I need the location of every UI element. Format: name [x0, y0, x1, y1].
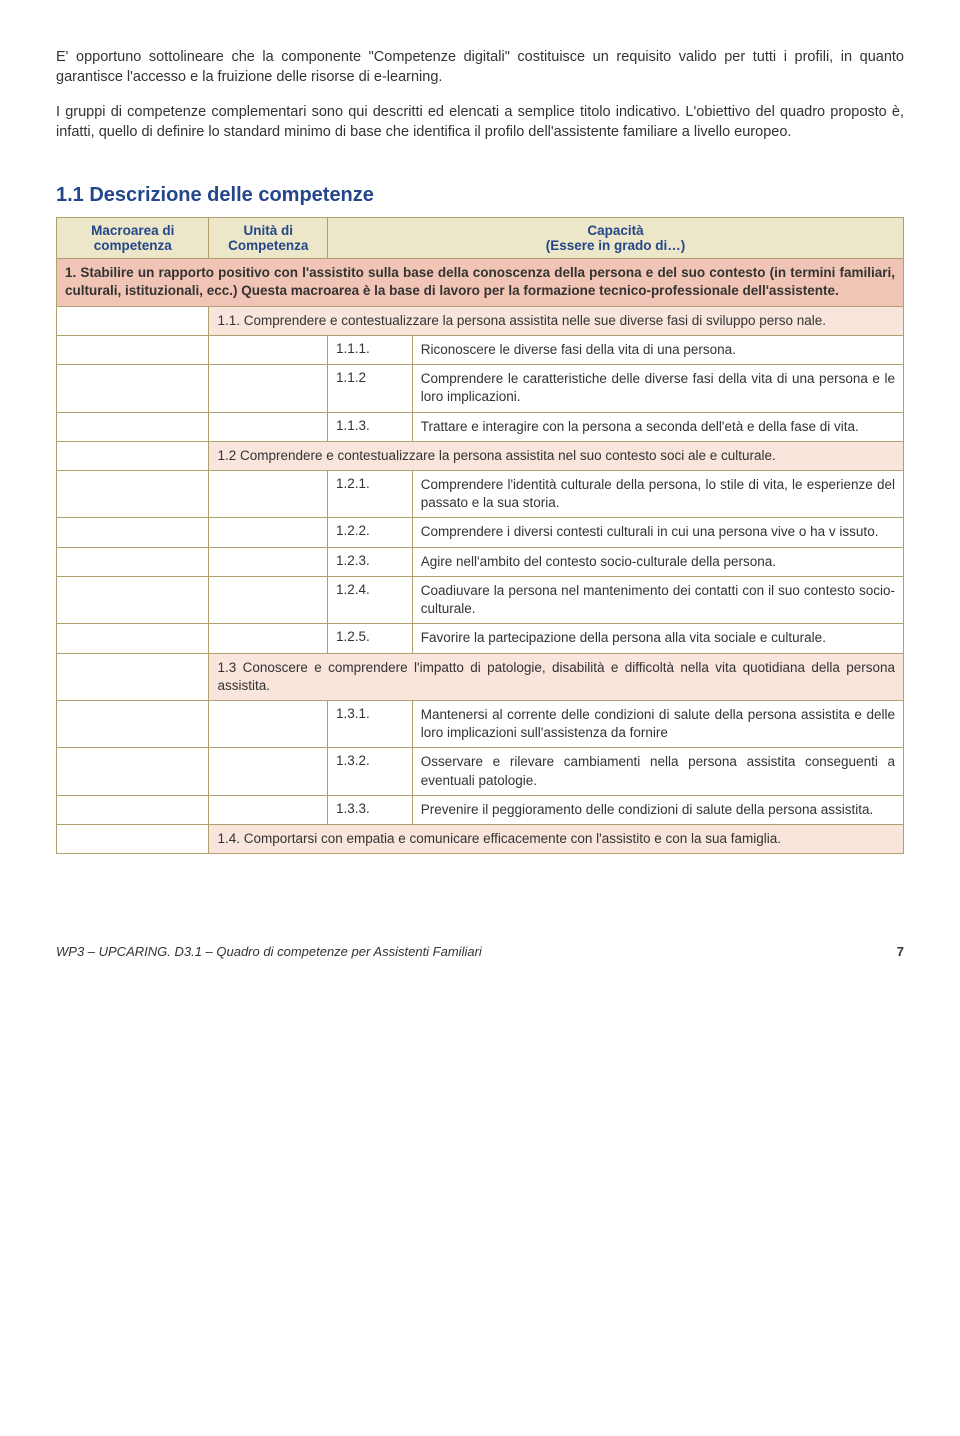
blank-cell [57, 748, 209, 795]
capacity-text: Comprendere i diversi contesti culturali… [412, 518, 903, 547]
capacity-text: Comprendere l'identità culturale della p… [412, 471, 903, 518]
blank-cell [209, 518, 328, 547]
blank-cell [209, 471, 328, 518]
macroarea-1-text: 1. Stabilire un rapporto positivo con l'… [57, 259, 904, 306]
blank-cell [57, 576, 209, 623]
footer-page-number: 7 [897, 944, 904, 959]
intro-text: E' opportuno sottolineare che la compone… [56, 48, 904, 142]
capacity-row: 1.2.2. Comprendere i diversi contesti cu… [57, 518, 904, 547]
blank-cell [209, 335, 328, 364]
page-footer: WP3 – UPCARING. D3.1 – Quadro di compete… [56, 944, 904, 959]
capacity-text: Favorire la partecipazione della persona… [412, 624, 903, 653]
blank-cell [57, 518, 209, 547]
unit-1-4-text: 1.4. Comportarsi con empatia e comunicar… [209, 825, 904, 854]
capacity-row: 1.1.1. Riconoscere le diverse fasi della… [57, 335, 904, 364]
capacity-code: 1.1.3. [328, 412, 413, 441]
unit-1-3: 1.3 Conoscere e comprendere l'impatto di… [57, 653, 904, 700]
unit-1-1-text: 1.1. Comprendere e contestualizzare la p… [209, 306, 904, 335]
intro-para-2: I gruppi di competenze complementari son… [56, 103, 904, 142]
unit-1-3-text: 1.3 Conoscere e comprendere l'impatto di… [209, 653, 904, 700]
section-title: 1.1 Descrizione delle competenze [56, 184, 904, 207]
blank-cell [209, 576, 328, 623]
blank-cell [57, 700, 209, 747]
capacity-row: 1.3.3. Prevenire il peggioramento delle … [57, 795, 904, 824]
intro-para-1: E' opportuno sottolineare che la compone… [56, 48, 904, 87]
capacity-row: 1.1.2 Comprendere le caratteristiche del… [57, 365, 904, 412]
blank-cell [57, 624, 209, 653]
blank-cell [209, 795, 328, 824]
capacity-text: Coadiuvare la persona nel mantenimento d… [412, 576, 903, 623]
capacity-code: 1.2.5. [328, 624, 413, 653]
blank-cell [57, 306, 209, 335]
unit-1-4: 1.4. Comportarsi con empatia e comunicar… [57, 825, 904, 854]
blank-cell [209, 700, 328, 747]
capacity-text: Mantenersi al corrente delle condizioni … [412, 700, 903, 747]
header-unita: Unità di Competenza [209, 218, 328, 259]
capacity-text: Trattare e interagire con la persona a s… [412, 412, 903, 441]
capacity-code: 1.3.2. [328, 748, 413, 795]
blank-cell [209, 412, 328, 441]
blank-cell [209, 748, 328, 795]
capacity-code: 1.3.1. [328, 700, 413, 747]
capacity-text: Prevenire il peggioramento delle condizi… [412, 795, 903, 824]
capacity-row: 1.3.1. Mantenersi al corrente delle cond… [57, 700, 904, 747]
blank-cell [57, 335, 209, 364]
capacity-row: 1.2.1. Comprendere l'identità culturale … [57, 471, 904, 518]
header-macroarea: Macroarea di competenza [57, 218, 209, 259]
unit-1-2: 1.2 Comprendere e contestualizzare la pe… [57, 441, 904, 470]
capacity-text: Comprendere le caratteristiche delle div… [412, 365, 903, 412]
capacity-code: 1.2.4. [328, 576, 413, 623]
blank-cell [57, 471, 209, 518]
blank-cell [209, 547, 328, 576]
blank-cell [57, 547, 209, 576]
capacity-row: 1.2.4. Coadiuvare la persona nel manteni… [57, 576, 904, 623]
blank-cell [209, 365, 328, 412]
blank-cell [57, 825, 209, 854]
blank-cell [57, 653, 209, 700]
capacity-text: Agire nell'ambito del contesto socio-cul… [412, 547, 903, 576]
blank-cell [57, 795, 209, 824]
blank-cell [57, 441, 209, 470]
blank-cell [57, 365, 209, 412]
blank-cell [209, 624, 328, 653]
capacity-row: 1.2.5. Favorire la partecipazione della … [57, 624, 904, 653]
capacity-code: 1.1.2 [328, 365, 413, 412]
blank-cell [57, 412, 209, 441]
capacity-text: Osservare e rilevare cambiamenti nella p… [412, 748, 903, 795]
capacity-row: 1.1.3. Trattare e interagire con la pers… [57, 412, 904, 441]
capacity-row: 1.2.3. Agire nell'ambito del contesto so… [57, 547, 904, 576]
header-capacita: Capacità (Essere in grado di…) [328, 218, 904, 259]
unit-1-1: 1.1. Comprendere e contestualizzare la p… [57, 306, 904, 335]
capacity-row: 1.3.2. Osservare e rilevare cambiamenti … [57, 748, 904, 795]
table-header-row: Macroarea di competenza Unità di Compete… [57, 218, 904, 259]
capacity-code: 1.3.3. [328, 795, 413, 824]
capacity-code: 1.2.3. [328, 547, 413, 576]
unit-1-2-text: 1.2 Comprendere e contestualizzare la pe… [209, 441, 904, 470]
header-capacita-top: Capacità [336, 223, 895, 238]
capacity-code: 1.2.2. [328, 518, 413, 547]
competence-table: Macroarea di competenza Unità di Compete… [56, 217, 904, 854]
header-capacita-sub: (Essere in grado di…) [336, 238, 895, 253]
capacity-code: 1.2.1. [328, 471, 413, 518]
capacity-code: 1.1.1. [328, 335, 413, 364]
macroarea-1: 1. Stabilire un rapporto positivo con l'… [57, 259, 904, 306]
capacity-text: Riconoscere le diverse fasi della vita d… [412, 335, 903, 364]
footer-left: WP3 – UPCARING. D3.1 – Quadro di compete… [56, 944, 482, 959]
